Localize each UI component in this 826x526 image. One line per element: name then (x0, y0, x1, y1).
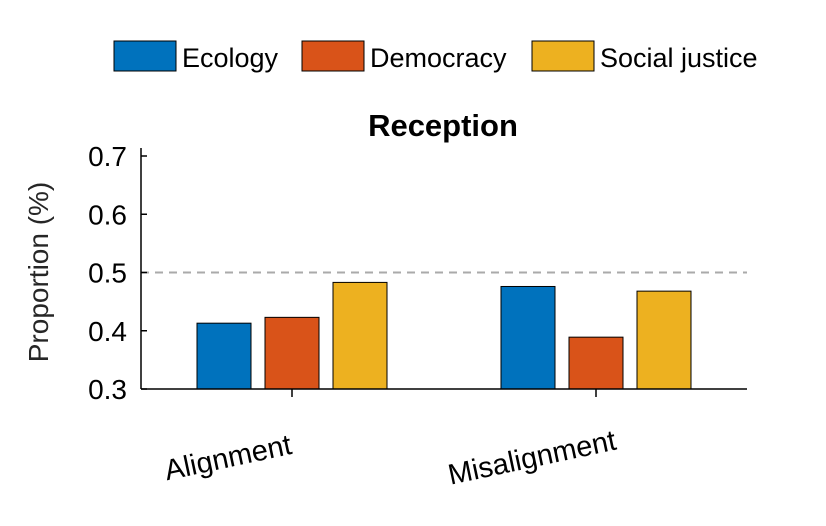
bar-alignment-democracy (264, 316, 320, 390)
y-tick-label: 0.7 (88, 141, 127, 172)
bar-alignment-social-justice (332, 281, 388, 390)
legend: Ecology Democracy Social justice (113, 40, 758, 73)
y-tick-label: 0.6 (88, 199, 127, 230)
legend-swatch-ecology (113, 40, 177, 72)
y-tick-label: 0.4 (88, 316, 127, 347)
x-ticks: Alignment Misalignment (162, 389, 619, 492)
bars (196, 281, 692, 390)
axes (140, 148, 747, 390)
y-tick-label: 0.5 (88, 258, 127, 289)
legend-swatch-democracy (301, 40, 365, 72)
x-tick-label-alignment: Alignment (162, 429, 295, 487)
chart-title: Reception (368, 108, 518, 143)
legend-swatch-social-justice (531, 40, 595, 72)
bar-misalignment-social-justice (636, 290, 692, 390)
y-ticks: 0.3 0.4 0.5 0.6 0.7 (88, 141, 147, 405)
x-tick-label-misalignment: Misalignment (445, 425, 619, 492)
y-tick-label: 0.3 (88, 374, 127, 405)
y-axis-label: Proportion (%) (23, 182, 54, 363)
legend-label-social-justice: Social justice (600, 43, 758, 73)
legend-label-democracy: Democracy (370, 43, 507, 73)
bar-misalignment-democracy (568, 336, 624, 390)
bar-misalignment-ecology (500, 285, 556, 390)
legend-label-ecology: Ecology (182, 43, 279, 73)
bar-alignment-ecology (196, 322, 252, 390)
